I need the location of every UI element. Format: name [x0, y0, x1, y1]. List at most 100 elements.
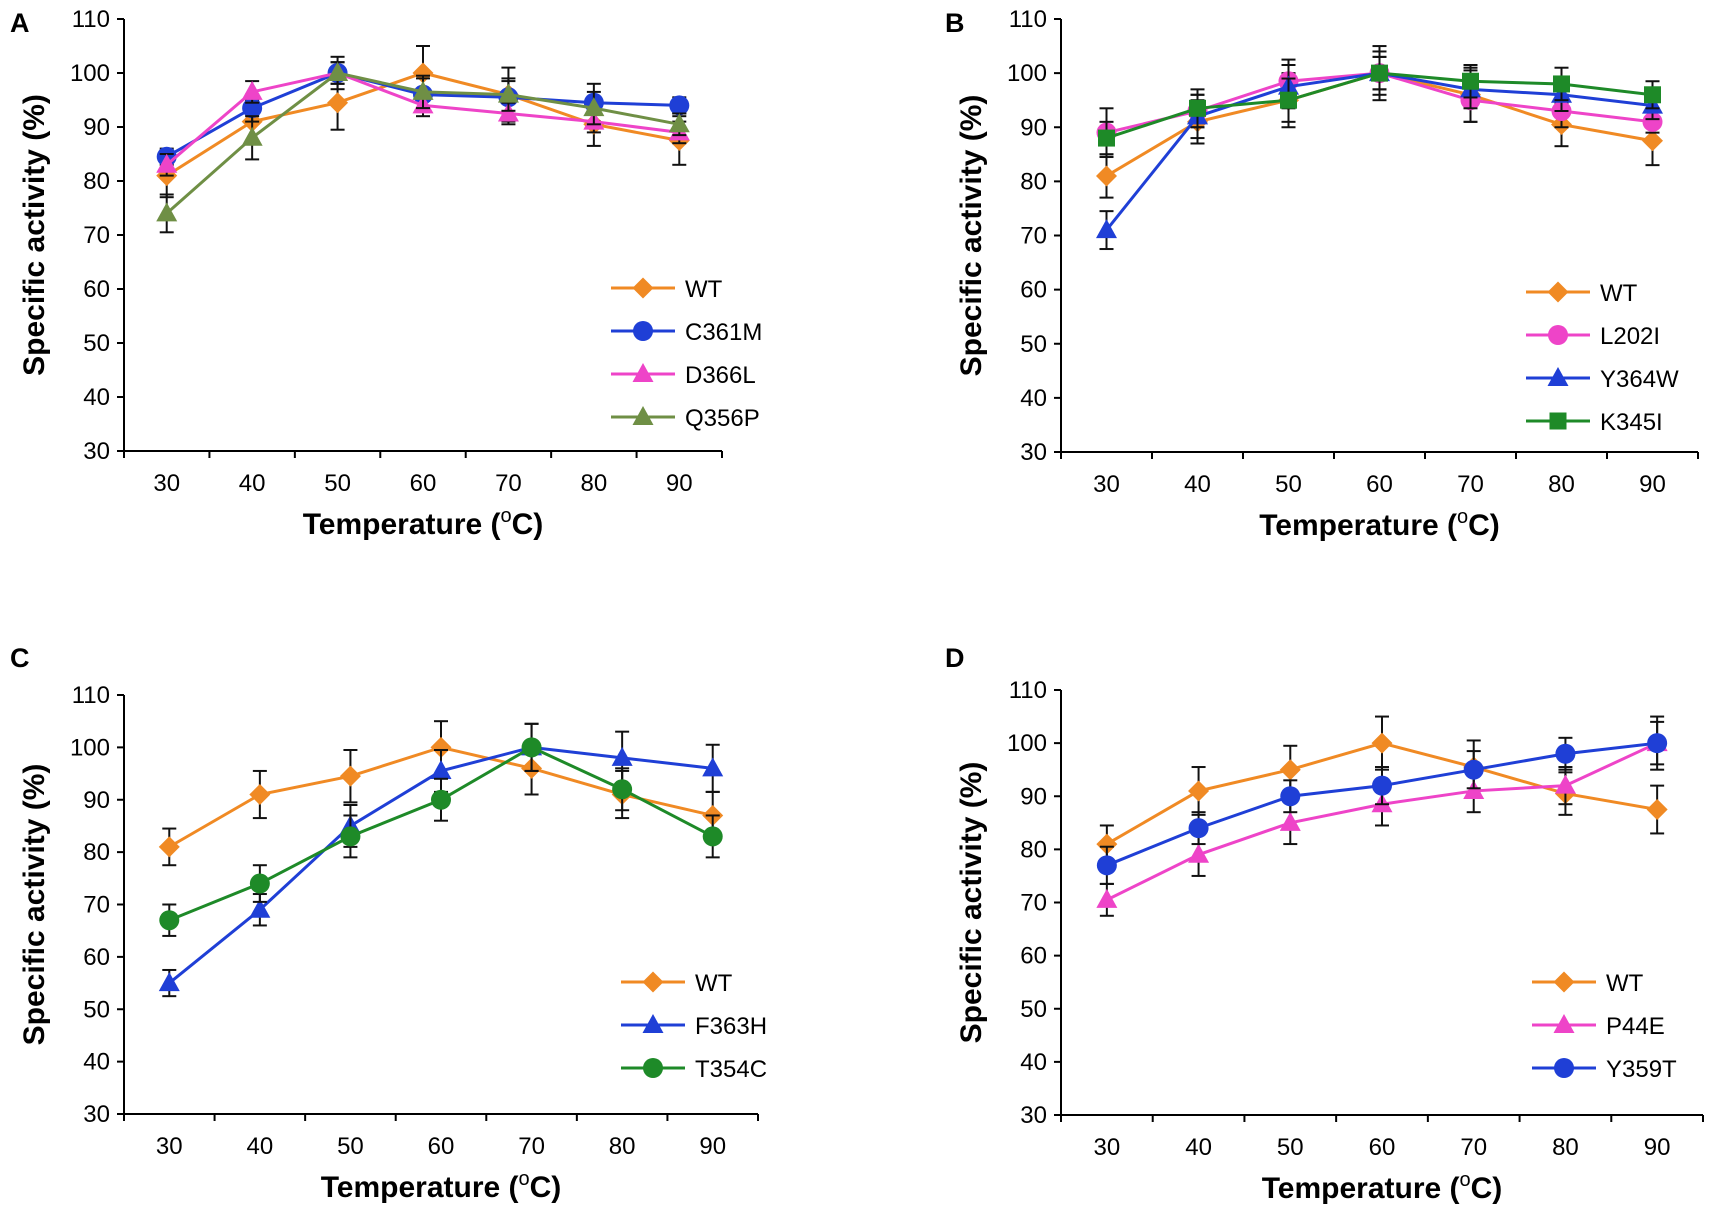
x-tick-label: 70 — [495, 470, 522, 497]
data-point — [430, 736, 452, 758]
x-axis-title: Temperature (oC) — [1262, 1169, 1503, 1205]
x-tick-label: 90 — [699, 1133, 726, 1160]
data-point — [668, 113, 690, 133]
y-axis-title: Specific activity (%) — [955, 95, 988, 377]
panel-letter: B — [945, 8, 965, 38]
series-WT — [156, 45, 690, 199]
series-T354C — [159, 722, 723, 937]
x-tick-label: 60 — [428, 1133, 455, 1160]
legend-marker — [1553, 1014, 1575, 1033]
legend-marker — [1553, 971, 1575, 993]
panel-D: D 30 40 50 60 70 80 90 100 110 30 40 50 60 70 80 90 Tempe… — [945, 643, 1704, 1205]
data-point — [1096, 855, 1117, 876]
x-axis-title: Temperature (oC) — [303, 505, 544, 541]
data-point — [1096, 833, 1118, 855]
data-point — [1371, 64, 1388, 82]
y-axis-title: Specific activity (%) — [955, 762, 988, 1044]
data-point — [1280, 786, 1301, 807]
legend-label: Y359T — [1606, 1056, 1677, 1083]
data-point — [1555, 743, 1576, 764]
y-tick-label: 80 — [1020, 168, 1047, 195]
data-point — [612, 779, 633, 800]
panel-letter: C — [10, 643, 30, 673]
data-point — [1279, 811, 1301, 831]
data-point — [340, 826, 361, 847]
y-tick-label: 30 — [83, 1101, 110, 1128]
y-tick-label: 30 — [1020, 1102, 1047, 1129]
legend-label: WT — [1600, 280, 1638, 307]
panel-letter: A — [10, 8, 30, 38]
data-point — [702, 757, 724, 777]
y-tick-label: 50 — [83, 330, 110, 357]
y-tick-label: 70 — [1020, 223, 1047, 250]
x-tick-label: 50 — [324, 470, 351, 497]
legend-marker — [632, 363, 654, 382]
y-tick-label: 40 — [83, 384, 110, 411]
legend-label: T354C — [695, 1056, 767, 1083]
x-tick-label: 40 — [239, 470, 266, 497]
x-tick-label: 80 — [609, 1133, 636, 1160]
y-tick-label: 90 — [1020, 114, 1047, 141]
data-point — [159, 910, 180, 931]
panel-A: A 30 40 50 60 70 80 90 100 110 30 40 50 60 70 80 90 Tempe… — [10, 6, 762, 541]
legend-marker — [1548, 325, 1568, 345]
y-tick-label: 80 — [83, 839, 110, 866]
y-tick-label: 80 — [1020, 836, 1047, 863]
legend-label: K345I — [1600, 409, 1663, 436]
x-tick-label: 70 — [518, 1133, 545, 1160]
x-tick-label: 30 — [1094, 1134, 1121, 1161]
x-tick-label: 30 — [156, 1133, 183, 1160]
y-tick-label: 70 — [83, 222, 110, 249]
legend-marker — [642, 1014, 664, 1033]
data-point — [249, 784, 271, 806]
x-tick-label: 80 — [1552, 1134, 1579, 1161]
data-point — [669, 95, 690, 116]
x-tick-label: 50 — [337, 1133, 364, 1160]
x-tick-label: 30 — [153, 470, 180, 497]
x-tick-label: 30 — [1093, 471, 1120, 498]
legend-label: P44E — [1606, 1013, 1665, 1040]
x-tick-label: 90 — [1644, 1134, 1671, 1161]
x-tick-label: 90 — [666, 470, 693, 497]
data-point — [241, 80, 263, 100]
y-tick-label: 60 — [83, 276, 110, 303]
data-point — [1188, 818, 1209, 839]
data-point — [1642, 111, 1663, 132]
y-tick-label: 100 — [70, 734, 110, 761]
data-point — [1098, 129, 1115, 147]
data-point — [1553, 75, 1570, 93]
y-tick-label: 110 — [1009, 677, 1047, 704]
y-tick-label: 30 — [83, 438, 110, 465]
data-point — [430, 759, 452, 779]
legend-marker — [1547, 281, 1569, 303]
data-point — [1096, 219, 1117, 239]
legend-marker — [632, 406, 654, 425]
x-tick-label: 60 — [1369, 1134, 1396, 1161]
data-point — [249, 873, 270, 894]
panel-letter: D — [945, 643, 965, 673]
y-tick-label: 40 — [1020, 385, 1047, 412]
y-tick-label: 50 — [1020, 996, 1047, 1023]
legend-label: Q356P — [685, 405, 760, 432]
legend-label: L202I — [1600, 323, 1660, 350]
y-axis-title: Specific activity (%) — [18, 94, 51, 376]
y-tick-label: 80 — [83, 168, 110, 195]
data-point — [1372, 775, 1392, 796]
y-tick-label: 60 — [1020, 943, 1047, 970]
data-point — [1647, 733, 1668, 754]
y-tick-label: 60 — [83, 944, 110, 971]
x-tick-label: 60 — [410, 470, 437, 497]
data-point — [1462, 72, 1479, 90]
series-Y359T — [1096, 715, 1668, 885]
data-point — [1642, 130, 1663, 152]
y-axis-title: Specific activity (%) — [18, 764, 51, 1046]
data-point — [1279, 759, 1301, 781]
y-tick-label: 110 — [72, 682, 110, 709]
y-tick-label: 110 — [1009, 6, 1047, 33]
y-tick-label: 50 — [83, 996, 110, 1023]
data-point — [1280, 91, 1297, 109]
data-point — [158, 972, 180, 992]
legend-label: F363H — [695, 1013, 767, 1040]
legend-label: WT — [685, 276, 723, 303]
